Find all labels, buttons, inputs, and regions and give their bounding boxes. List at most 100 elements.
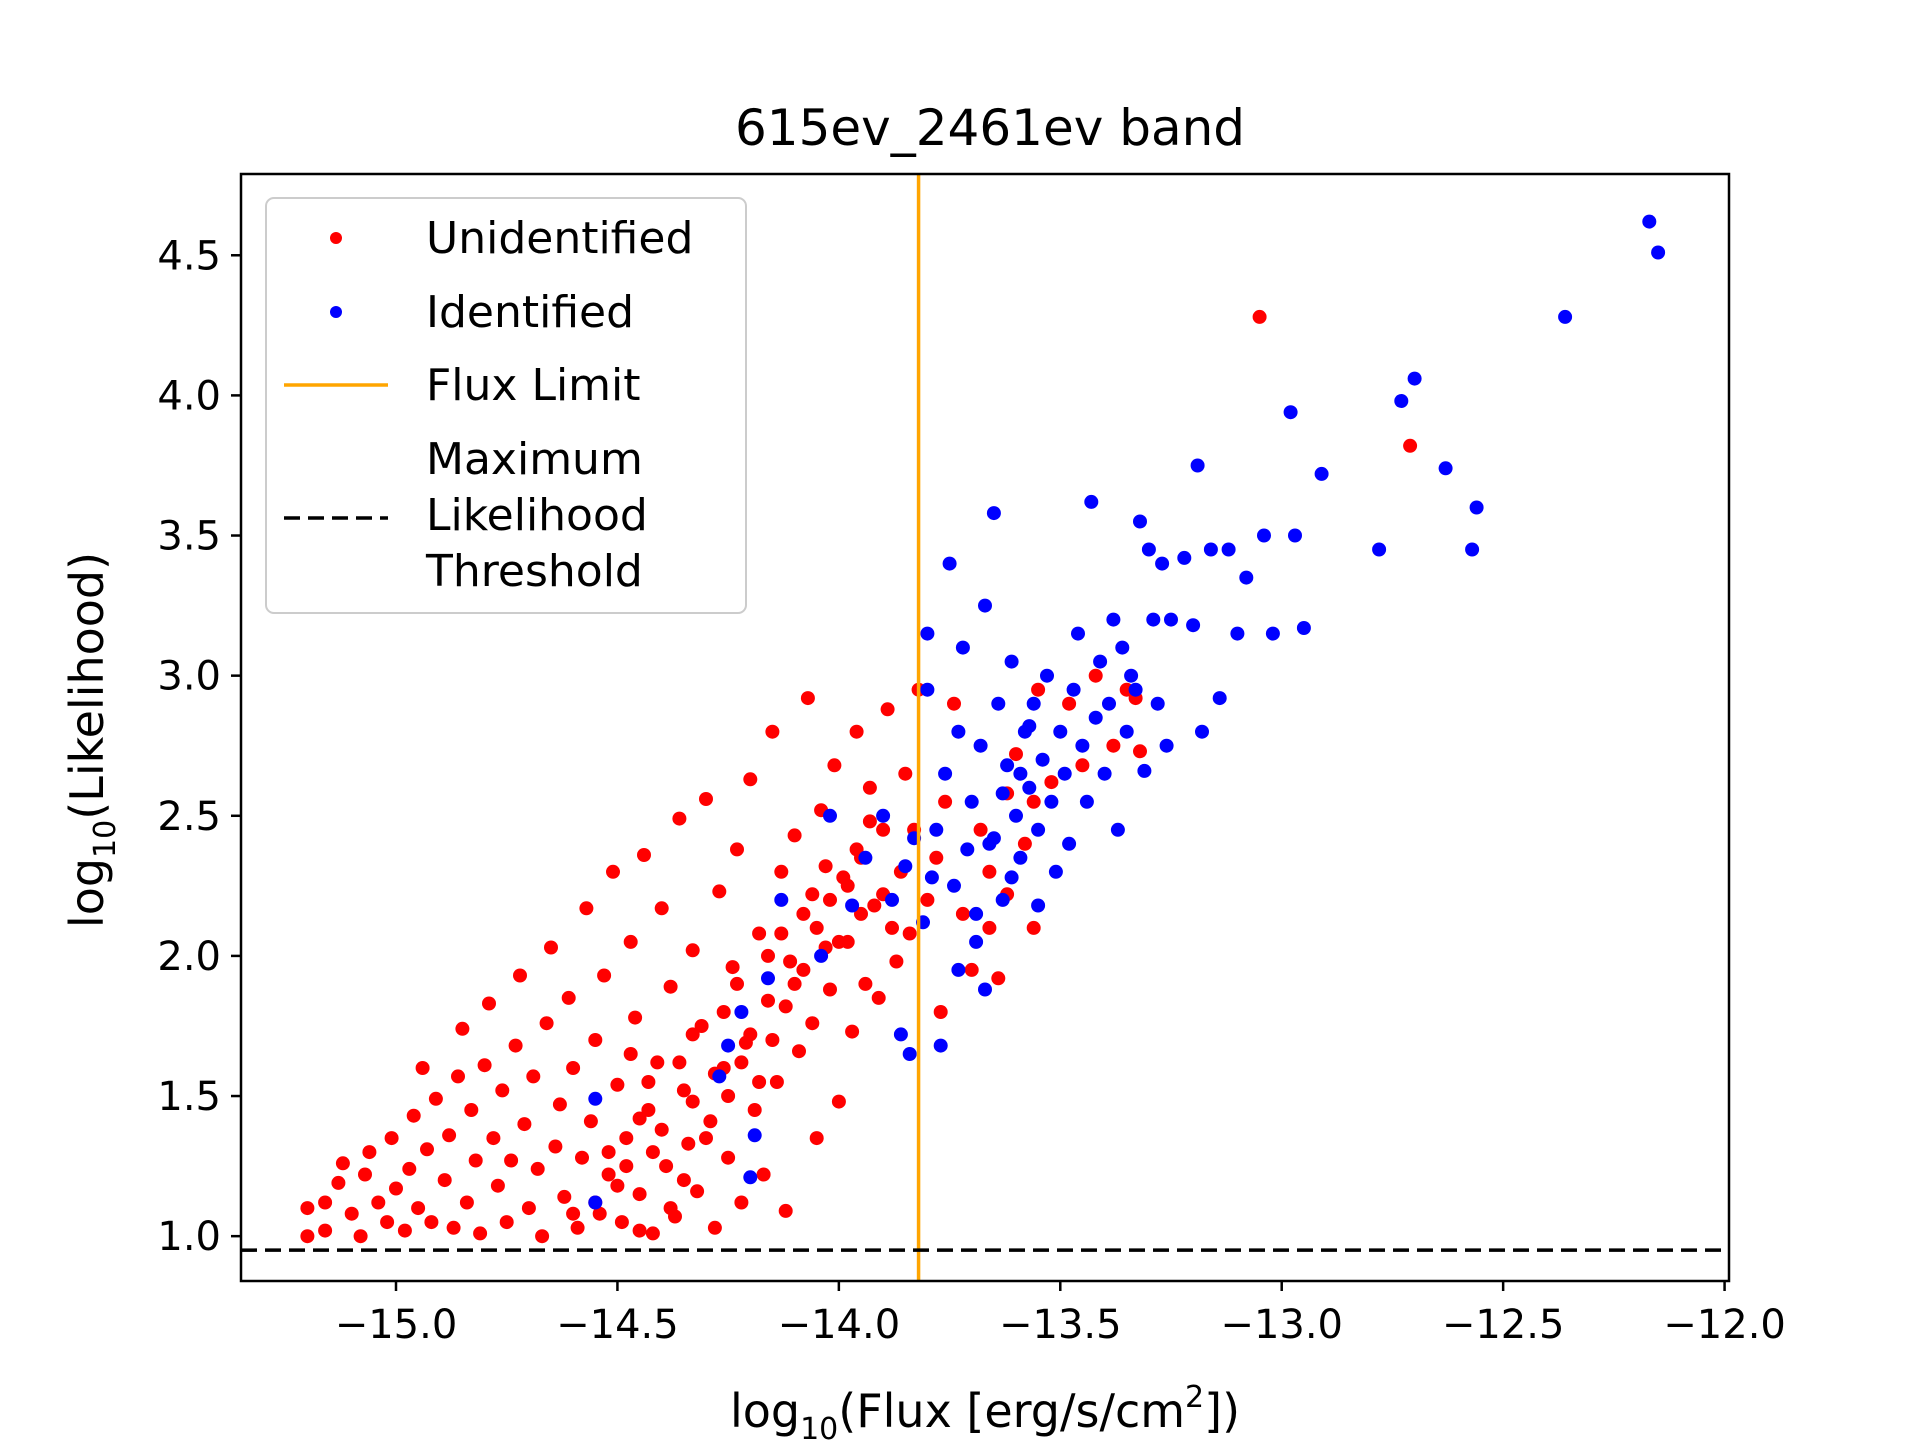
identified-point-6 (747, 1128, 762, 1143)
unidentified-point-3 (318, 1195, 333, 1210)
unidentified-point-83 (707, 1220, 722, 1235)
identified-point-26 (964, 794, 979, 809)
unidentified-point-84 (712, 884, 727, 899)
unidentified-point-159 (716, 1005, 731, 1019)
identified-point-53 (1084, 494, 1099, 509)
unidentified-points (300, 309, 1418, 1244)
unidentified-point-44 (535, 1229, 550, 1244)
identified-point-57 (1102, 696, 1116, 711)
identified-point-15 (893, 1027, 908, 1042)
identified-point-92 (1469, 500, 1484, 515)
unidentified-point-121 (876, 822, 891, 837)
identified-point-41 (1031, 822, 1046, 837)
identified-point-87 (1372, 542, 1387, 557)
identified-point-84 (1288, 528, 1302, 543)
identified-point-104 (986, 831, 1001, 846)
identified-point-64 (1133, 514, 1147, 529)
unidentified-point-80 (694, 1019, 709, 1033)
identified-point-51 (1075, 738, 1090, 753)
unidentified-point-158 (672, 1055, 687, 1070)
identified-point-23 (947, 878, 961, 893)
unidentified-point-195 (1026, 920, 1041, 935)
unidentified-point-139 (778, 999, 793, 1014)
unidentified-point-17 (411, 1201, 426, 1216)
identified-point-33 (995, 892, 1010, 907)
identified-point-99 (924, 870, 939, 885)
unidentified-point-171 (929, 850, 944, 865)
identified-point-52 (1079, 794, 1094, 809)
identified-point-89 (1407, 371, 1422, 386)
identified-point-108 (1022, 719, 1037, 734)
legend-label-flux-limit: Flux Limit (426, 360, 641, 411)
unidentified-point-135 (721, 1089, 736, 1103)
unidentified-point-182 (1031, 682, 1046, 697)
y-tick-label-4: 3.0 (157, 654, 221, 700)
legend: Unidentified Identified Flux Limit Maxim… (265, 197, 747, 614)
y-tick-label-0: 1.0 (157, 1214, 221, 1260)
unidentified-point-78 (685, 943, 700, 958)
unidentified-point-132 (632, 1111, 647, 1126)
identified-point-105 (995, 786, 1010, 801)
identified-point-12 (858, 850, 873, 865)
legend-label-unidentified: Unidentified (426, 213, 693, 264)
unidentified-point-58 (597, 968, 612, 983)
identified-point-82 (1265, 626, 1280, 641)
unidentified-point-106 (809, 1131, 824, 1146)
identified-point-102 (969, 906, 984, 921)
identified-point-2 (712, 1069, 727, 1084)
x-tick-label-4: −13.0 (1220, 1302, 1343, 1348)
identified-point-78 (1221, 542, 1236, 557)
unidentified-point-190 (1133, 744, 1147, 759)
unidentified-point-137 (752, 1075, 767, 1089)
unidentified-point-54 (579, 901, 594, 916)
unidentified-point-131 (645, 1145, 660, 1160)
identified-point-32 (991, 696, 1006, 711)
unidentified-point-196 (1252, 309, 1267, 324)
unidentified-point-61 (610, 1077, 625, 1092)
unidentified-point-49 (557, 1189, 572, 1204)
unidentified-point-97 (769, 1075, 784, 1089)
identified-point-27 (969, 934, 984, 949)
unidentified-point-185 (1075, 758, 1090, 773)
y-axis-label: log10(Likelihood) (60, 552, 123, 928)
identified-point-81 (1257, 528, 1271, 543)
unidentified-point-122 (880, 702, 895, 717)
unidentified-point-32 (482, 996, 496, 1011)
unidentified-point-166 (774, 926, 789, 941)
identified-point-68 (1150, 696, 1165, 711)
unidentified-point-5 (335, 1156, 350, 1171)
unidentified-point-20 (424, 1215, 439, 1230)
x-tick-label-3: −13.5 (999, 1302, 1122, 1348)
unidentified-point-25 (451, 1069, 465, 1084)
unidentified-point-56 (588, 1033, 603, 1047)
unidentified-point-13 (389, 1181, 403, 1196)
unidentified-point-127 (902, 926, 917, 941)
unidentified-point-8 (358, 1167, 372, 1182)
unidentified-point-92 (747, 1103, 762, 1117)
unidentified-point-157 (601, 1145, 616, 1160)
identified-point-79 (1230, 626, 1245, 641)
unidentified-point-42 (526, 1069, 541, 1084)
unidentified-point-102 (792, 1044, 806, 1059)
unidentified-point-94 (756, 1167, 771, 1182)
identified-point-44 (1044, 794, 1059, 809)
identified-point-58 (1106, 612, 1121, 627)
legend-label-identified: Identified (426, 287, 634, 338)
unidentified-point-68 (641, 1103, 656, 1117)
unidentified-point-0 (300, 1229, 315, 1244)
unidentified-point-72 (659, 1159, 674, 1174)
chart-title: 615ev_2461ev band (735, 99, 1245, 157)
unidentified-point-10 (371, 1195, 386, 1210)
unidentified-point-136 (734, 1055, 749, 1070)
unidentified-point-73 (663, 979, 678, 994)
unidentified-point-165 (730, 976, 744, 991)
unidentified-point-2 (318, 1223, 333, 1238)
identified-point-83 (1283, 405, 1298, 420)
identified-point-75 (1195, 724, 1209, 739)
unidentified-point-104 (800, 691, 815, 706)
identified-point-85 (1296, 621, 1311, 635)
unidentified-point-81 (699, 792, 713, 806)
unidentified-point-197 (1403, 438, 1418, 453)
y-tick-label-2: 2.0 (157, 934, 221, 980)
